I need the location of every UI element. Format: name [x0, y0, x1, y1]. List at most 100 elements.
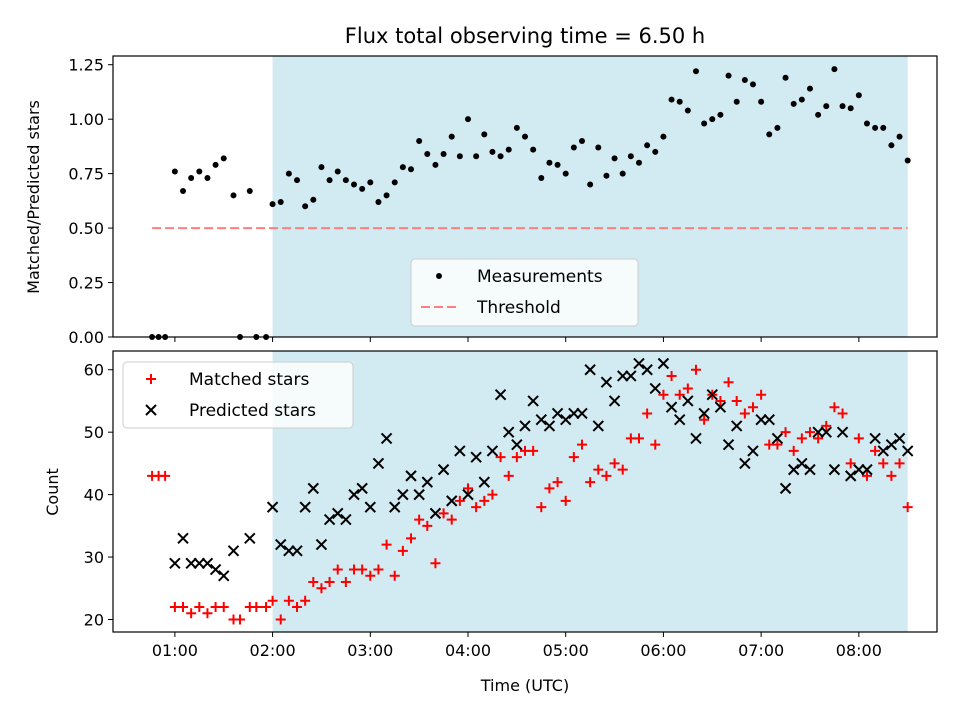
series-matched-stars	[147, 364, 913, 625]
data-point	[758, 98, 765, 105]
data-point	[334, 168, 341, 175]
data-point	[470, 451, 482, 463]
data-point	[650, 439, 661, 450]
data-point	[674, 389, 685, 400]
data-point	[481, 131, 488, 138]
data-point	[275, 538, 287, 551]
data-point	[804, 463, 816, 476]
data-point	[300, 595, 311, 606]
data-point	[364, 501, 377, 513]
data-point	[448, 133, 455, 140]
data-point	[538, 174, 545, 181]
x-tick-label: 03:00	[347, 641, 393, 660]
data-point	[747, 402, 758, 413]
data-point	[562, 170, 569, 177]
data-point	[323, 513, 336, 526]
data-point	[454, 495, 465, 506]
data-point	[315, 538, 328, 551]
x-tick-label: 05:00	[543, 641, 589, 660]
data-point	[739, 408, 750, 419]
data-point	[372, 457, 385, 470]
data-point	[332, 507, 344, 520]
data-point	[690, 432, 702, 445]
legend-frame	[122, 361, 354, 429]
data-point	[723, 377, 734, 388]
data-point	[194, 602, 205, 613]
data-point	[676, 98, 683, 105]
data-point	[894, 458, 905, 469]
data-point	[766, 131, 773, 138]
data-point	[381, 539, 392, 550]
data-point	[896, 133, 903, 140]
data-point	[479, 495, 490, 506]
data-point	[644, 142, 651, 149]
y-tick-label: 30	[84, 548, 104, 567]
data-point	[869, 432, 881, 445]
data-point	[668, 96, 675, 103]
data-point	[511, 452, 522, 463]
data-point	[601, 470, 612, 481]
data-point	[308, 577, 319, 588]
data-point	[465, 116, 472, 123]
data-point	[408, 166, 415, 173]
data-point	[771, 432, 784, 445]
data-point	[660, 133, 667, 140]
data-point	[576, 407, 588, 420]
data-point	[690, 364, 701, 375]
data-point	[806, 85, 813, 92]
data-point	[454, 445, 466, 457]
data-point	[201, 557, 214, 570]
data-point	[307, 482, 320, 495]
data-point	[861, 470, 872, 481]
data-point	[872, 124, 879, 131]
chart-title: Flux total observing time = 6.50 h	[345, 24, 705, 48]
data-point	[438, 508, 449, 519]
data-point	[185, 557, 197, 570]
data-point	[202, 608, 213, 619]
data-point	[747, 445, 759, 457]
data-point	[196, 168, 203, 175]
data-point	[877, 445, 889, 457]
data-point	[416, 137, 423, 144]
data-point	[261, 602, 272, 613]
data-point	[855, 92, 862, 99]
data-point	[397, 545, 408, 556]
legend-marker	[436, 273, 442, 279]
data-point	[560, 495, 571, 506]
data-point	[437, 463, 450, 476]
data-point	[568, 407, 580, 420]
data-point	[755, 413, 767, 426]
data-point	[283, 595, 294, 606]
data-point	[373, 564, 384, 575]
data-point	[522, 133, 528, 140]
data-point	[180, 188, 187, 195]
data-point	[853, 433, 864, 444]
y-axis-label-top: Matched/Predicted stars	[24, 100, 43, 294]
data-point	[796, 457, 808, 470]
data-point	[285, 170, 292, 177]
legend: Measurements Threshold	[410, 258, 639, 327]
data-point	[633, 433, 644, 444]
data-point	[440, 151, 447, 158]
data-point	[383, 192, 390, 199]
data-point	[495, 452, 506, 463]
data-point	[227, 545, 240, 557]
data-point	[692, 68, 699, 75]
series-predicted-stars	[169, 357, 914, 582]
data-point	[171, 168, 178, 175]
data-point	[725, 72, 732, 79]
data-point	[246, 188, 253, 195]
data-point	[351, 181, 358, 188]
data-point	[844, 470, 857, 482]
data-point	[682, 383, 693, 394]
data-point	[641, 364, 653, 376]
data-point	[813, 433, 824, 444]
x-tick-label: 02:00	[250, 641, 296, 660]
legend-label: Predicted stars	[189, 401, 316, 421]
data-point	[627, 153, 634, 160]
y-tick-label: 50	[84, 423, 104, 442]
data-point	[519, 420, 531, 432]
data-point	[839, 103, 846, 110]
data-point	[277, 198, 284, 205]
